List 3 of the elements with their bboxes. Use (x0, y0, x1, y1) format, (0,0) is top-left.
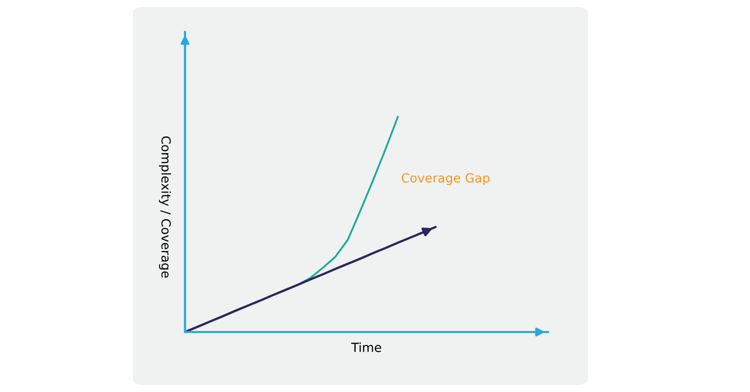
x-axis-title: Time (351, 342, 382, 352)
y-axis-title: Complexity / Coverage (158, 136, 172, 278)
annotation: Coverage Gap (402, 173, 490, 186)
